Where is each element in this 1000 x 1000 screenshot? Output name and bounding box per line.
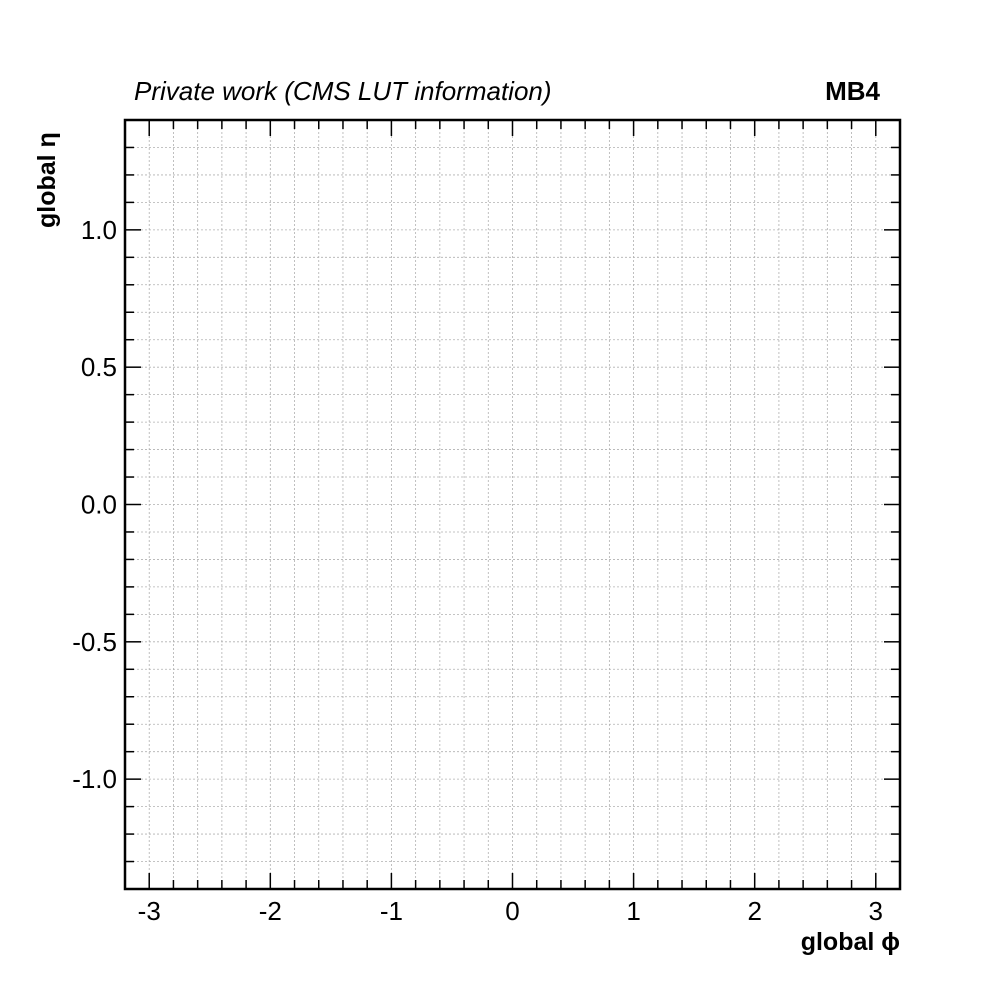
x-tick-label: -1	[380, 896, 403, 926]
tick-labels: -3 -2 -1 0 1 2 3 -1.0 -0.5 0.0 0.5 1.0	[72, 215, 883, 926]
y-tick-label: -1.0	[72, 764, 117, 794]
x-tick-label: 3	[869, 896, 883, 926]
y-tick-label: 0.5	[81, 352, 117, 382]
grid-lines	[124, 119, 901, 890]
y-axis-label: global η	[33, 132, 61, 228]
plot-frame	[123, 118, 902, 891]
x-axis-label: global ϕ	[800, 928, 900, 956]
y-tick-label: -0.5	[72, 627, 117, 657]
x-tick-label: -3	[138, 896, 161, 926]
x-tick-label: 1	[626, 896, 640, 926]
experiment-label: Private work (CMS LUT information)	[134, 76, 552, 106]
station-label: MB4	[825, 76, 880, 106]
x-tick-label: 2	[747, 896, 761, 926]
y-tick-label: 0.0	[81, 490, 117, 520]
x-tick-label: 0	[505, 896, 519, 926]
x-tick-label: -2	[259, 896, 282, 926]
y-tick-label: 1.0	[81, 215, 117, 245]
